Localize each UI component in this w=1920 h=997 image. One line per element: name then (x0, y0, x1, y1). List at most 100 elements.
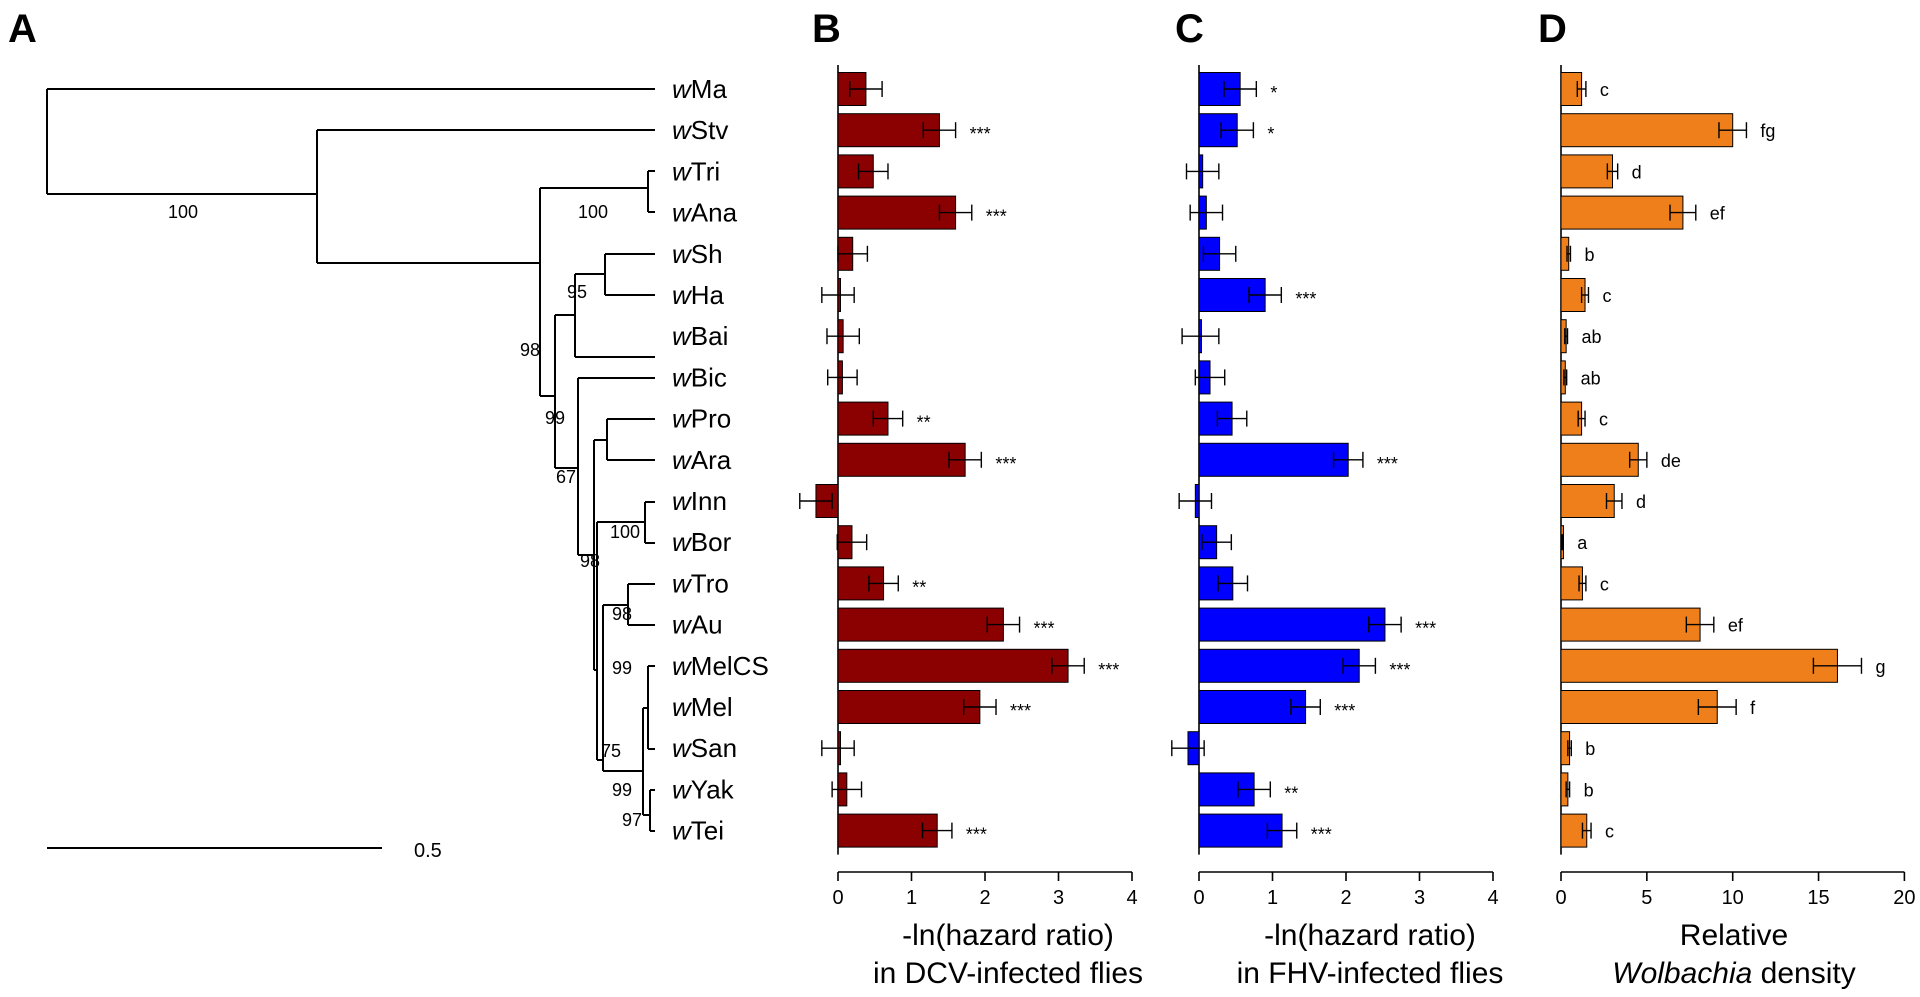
panel-d-xlabel-line2: Wolbachia density (1612, 957, 1855, 990)
density-bar (1560, 442, 1639, 477)
dcv-x-tick-label: 0 (832, 887, 843, 909)
support-value: 100 (610, 522, 640, 542)
fhv-x-tick-label: 0 (1193, 887, 1204, 909)
dcv-bar (837, 607, 1004, 642)
support-value: 98 (520, 340, 540, 360)
fhv-annotation: * (1270, 83, 1277, 103)
strain-labels: wMawStvwTriwAnawShwHawBaiwBicwProwArawIn… (672, 74, 769, 846)
fhv-bar (1198, 607, 1386, 642)
strain-label: wHa (672, 280, 725, 310)
support-value: 99 (545, 408, 565, 428)
density-bar (1560, 113, 1734, 148)
density-annotation: g (1875, 657, 1885, 677)
support-value: 98 (580, 551, 600, 571)
density-bar (1560, 195, 1684, 230)
strain-label-prefix: w (672, 445, 693, 475)
panel-d-density-chart: c fg d ef b c ab ab c de d a c ef g f b b c 0 5 10 15 20 (1555, 65, 1916, 909)
dcv-annotation: *** (1034, 619, 1055, 639)
dcv-annotation: *** (986, 207, 1007, 227)
strain-label-name: Inn (691, 486, 727, 516)
strain-label: wAra (672, 445, 732, 475)
strain-label: wMa (672, 74, 727, 104)
panel-b-dcv-chart: *************************0 1 2 3 4 (799, 65, 1138, 909)
density-annotation: b (1585, 739, 1595, 759)
strain-label-name: Au (691, 610, 723, 640)
strain-label: wTro (672, 568, 729, 598)
support-value: 98 (612, 604, 632, 624)
fhv-annotation: *** (1389, 660, 1410, 680)
strain-label: wSan (672, 733, 737, 763)
panel-letter-b: B (812, 7, 841, 51)
density-x-tick-label: 0 (1555, 887, 1566, 909)
density-annotation: ef (1710, 204, 1726, 224)
panel-d-xlabel-rest: density (1752, 957, 1855, 990)
panel-c-xlabel-line2: in FHV-infected flies (1237, 957, 1504, 990)
strain-label-prefix: w (672, 239, 693, 269)
fhv-annotation: *** (1377, 454, 1398, 474)
density-annotation: fg (1760, 121, 1775, 141)
strain-label-prefix: w (672, 486, 693, 516)
dcv-bar (837, 648, 1069, 683)
strain-label: wMelCS (672, 651, 769, 681)
density-annotation: c (1599, 410, 1608, 430)
density-annotation: f (1750, 698, 1756, 718)
strain-label-prefix: w (672, 527, 693, 557)
strain-label-name: Yak (691, 774, 735, 804)
fhv-annotation: *** (1295, 289, 1316, 309)
strain-label-name: Ma (691, 74, 728, 104)
strain-label-name: Stv (691, 115, 729, 145)
strain-label-prefix: w (672, 280, 693, 310)
strain-label-prefix: w (672, 198, 693, 228)
strain-label-prefix: w (672, 321, 693, 351)
dcv-annotation: *** (970, 124, 991, 144)
density-annotation: b (1584, 780, 1594, 800)
strain-label-name: Mel (691, 692, 733, 722)
density-annotation: c (1600, 80, 1609, 100)
density-x-tick-label: 20 (1893, 887, 1915, 909)
panel-c-fhv-chart: **********************0 1 2 3 4 (1171, 65, 1499, 909)
density-annotation: ab (1582, 327, 1602, 347)
dcv-annotation: *** (995, 454, 1016, 474)
panel-letter-c: C (1175, 7, 1204, 51)
dcv-bar (837, 813, 938, 848)
density-bar (1560, 648, 1838, 683)
dcv-bar (837, 442, 966, 477)
density-x-tick-label: 5 (1641, 887, 1652, 909)
panel-c-xlabel-line1: -ln(hazard ratio) (1264, 919, 1476, 952)
dcv-annotation: ** (917, 413, 931, 433)
strain-label: wAu (672, 610, 723, 640)
dcv-bar (837, 690, 981, 724)
density-annotation: c (1602, 286, 1611, 306)
density-bar (1560, 154, 1614, 189)
strain-label-prefix: w (672, 774, 693, 804)
strain-label: wBor (672, 527, 732, 557)
density-annotation: ef (1728, 616, 1744, 636)
fhv-x-tick-label: 3 (1414, 887, 1425, 909)
density-annotation: c (1605, 822, 1614, 842)
density-annotation: d (1636, 492, 1646, 512)
strain-label-name: Tro (691, 568, 729, 598)
density-annotation: a (1577, 533, 1588, 553)
strain-label: wMel (672, 692, 733, 722)
fhv-annotation: ** (1284, 783, 1298, 803)
density-x-tick-label: 10 (1722, 887, 1744, 909)
strain-label-prefix: w (672, 115, 693, 145)
support-value: 99 (612, 658, 632, 678)
fhv-bar (1198, 648, 1360, 683)
fhv-x-tick-label: 1 (1267, 887, 1278, 909)
strain-label-name: Sh (691, 239, 723, 269)
strain-label-name: Tri (691, 156, 720, 186)
strain-label-prefix: w (672, 610, 693, 640)
strain-label-prefix: w (672, 362, 693, 392)
support-value: 100 (578, 202, 608, 222)
density-bar (1560, 690, 1718, 724)
strain-label-name: Pro (691, 404, 731, 434)
panel-letter-a: A (8, 7, 37, 51)
phylogenetic-tree (46, 88, 655, 849)
density-annotation: de (1661, 451, 1681, 471)
strain-label-prefix: w (672, 816, 693, 846)
strain-label: wAna (672, 198, 738, 228)
support-value: 95 (567, 282, 587, 302)
dcv-annotation: *** (966, 825, 987, 845)
